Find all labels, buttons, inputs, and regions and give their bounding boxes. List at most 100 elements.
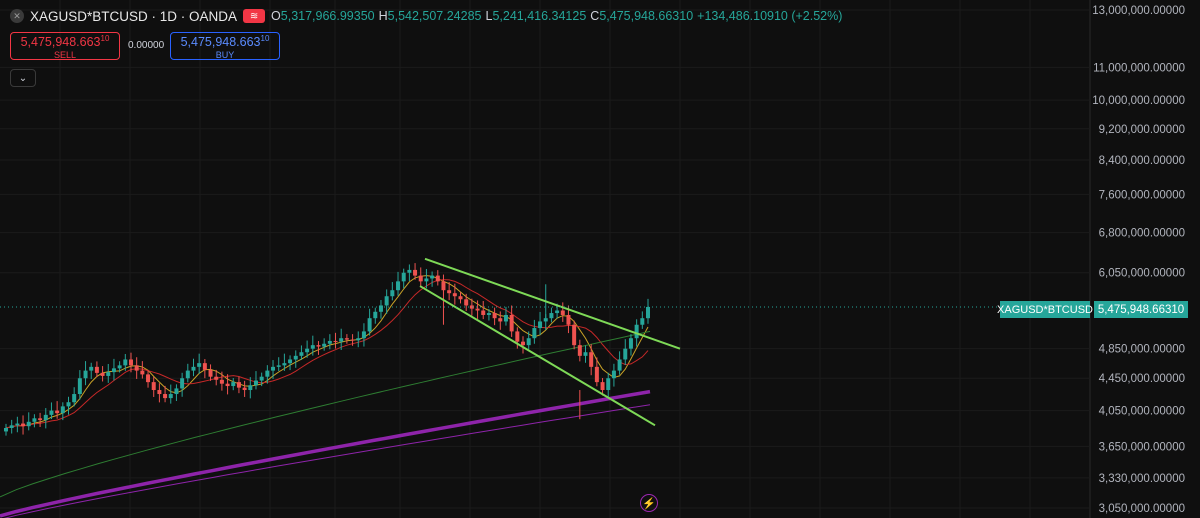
grid-lines xyxy=(0,0,1091,518)
wave-icon[interactable]: ≋ xyxy=(243,9,266,23)
candle-body xyxy=(72,394,77,403)
candle-body xyxy=(299,352,304,356)
candle-body xyxy=(577,345,582,356)
buy-label: BUY xyxy=(215,49,235,60)
candle-body xyxy=(94,366,99,373)
candle-body xyxy=(356,338,361,341)
candle-body xyxy=(231,382,236,387)
candle-body xyxy=(333,340,338,342)
candle-body xyxy=(475,308,480,311)
sell-button[interactable]: 5,475,948.66310 SELL xyxy=(10,32,120,60)
current-symbol-label: XAGUSD*BTCUSD xyxy=(997,301,1093,318)
candle-body xyxy=(271,366,276,371)
candle-body xyxy=(452,293,457,297)
symbol-title[interactable]: XAGUSD*BTCUSD · 1D · OANDA xyxy=(30,8,238,24)
chevron-down-icon[interactable]: ⌄ xyxy=(10,69,36,87)
candle-body xyxy=(316,345,321,347)
candle-body xyxy=(288,359,293,364)
y-tick-label: 8,400,000.00000 xyxy=(1099,155,1185,167)
candle-body xyxy=(282,363,287,366)
buy-button[interactable]: 5,475,948.66310 BUY xyxy=(170,32,280,60)
close-value: 5,475,948.66310 xyxy=(599,9,694,23)
candle-body xyxy=(583,352,588,356)
candle-body xyxy=(185,370,190,379)
candle-body xyxy=(140,370,145,375)
candle-body xyxy=(350,339,355,341)
candle-body xyxy=(515,331,520,342)
candle-body xyxy=(498,318,503,322)
candle-body xyxy=(640,318,645,325)
y-tick-label: 13,000,000.00000 xyxy=(1092,5,1185,17)
candle-body xyxy=(219,379,224,384)
candle-body xyxy=(486,313,491,315)
candle-body xyxy=(560,310,565,315)
ohlc-values: O5,317,966.99350 H5,542,507.24285 L5,241… xyxy=(271,9,842,23)
candle-body xyxy=(464,299,469,306)
y-tick-label: 6,050,000.00000 xyxy=(1099,268,1185,280)
candle-body xyxy=(66,402,71,407)
candle-body xyxy=(447,290,452,294)
candle-body xyxy=(344,338,349,340)
candle-body xyxy=(191,366,196,371)
candle-body xyxy=(589,352,594,367)
candle-body xyxy=(21,423,26,427)
trend-channel xyxy=(419,257,681,427)
candle-body xyxy=(128,359,133,366)
candle-body xyxy=(492,313,497,319)
candle-body xyxy=(566,314,571,325)
candle-body xyxy=(9,425,14,428)
candle-body xyxy=(202,363,207,370)
price-axis[interactable]: 13,000,000.00000 11,000,000.00000 10,000,0… xyxy=(1092,5,1185,515)
candle-body xyxy=(100,372,105,376)
y-tick-label: 3,050,000.00000 xyxy=(1099,503,1185,515)
candle-body xyxy=(367,318,372,332)
y-tick-label: 7,600,000.00000 xyxy=(1099,189,1185,201)
candle-body xyxy=(43,414,48,421)
candle-body xyxy=(236,382,241,388)
sell-price-sup: 10 xyxy=(100,34,110,44)
candle-body xyxy=(242,387,247,391)
y-tick-label: 4,450,000.00000 xyxy=(1099,373,1185,385)
candle-body xyxy=(413,269,418,276)
symbol-close-icon[interactable]: ✕ xyxy=(10,9,24,23)
y-tick-label: 6,800,000.00000 xyxy=(1099,228,1185,240)
candle-body xyxy=(265,370,270,377)
open-key: O xyxy=(271,9,281,23)
change-value: +134,486.10910 (+2.52%) xyxy=(697,9,843,23)
ma-200b-line xyxy=(3,404,651,518)
y-tick-label: 10,000,000.00000 xyxy=(1092,95,1185,107)
low-key: L xyxy=(485,9,493,23)
buy-price-sup: 10 xyxy=(260,34,270,44)
candle-body xyxy=(83,370,88,379)
candle-body xyxy=(361,331,366,339)
candle-body xyxy=(532,328,537,339)
lightning-icon[interactable]: ⚡ xyxy=(640,494,658,512)
candle-body xyxy=(214,376,219,380)
candle-body xyxy=(435,275,440,282)
candle-body xyxy=(521,341,526,346)
candle-body xyxy=(424,278,429,282)
candle-body xyxy=(401,272,406,282)
candle-body xyxy=(106,372,111,376)
candle-body xyxy=(572,324,577,346)
candle-body xyxy=(117,365,122,369)
candle-body xyxy=(623,348,628,360)
candle-body xyxy=(305,348,310,353)
spread-value: 0.00000 xyxy=(128,40,165,51)
trend-lower-line xyxy=(419,285,656,427)
candle-body xyxy=(538,321,543,329)
open-value: 5,317,966.99350 xyxy=(280,9,375,23)
buy-price: 5,475,948.663 xyxy=(180,35,261,50)
chart-legend: ✕ XAGUSD*BTCUSD · 1D · OANDA ≋ O5,317,96… xyxy=(10,7,842,25)
trend-upper-line xyxy=(424,257,681,350)
y-tick-label: 3,330,000.00000 xyxy=(1099,473,1185,485)
candle-body xyxy=(157,390,162,395)
candle-body xyxy=(418,275,423,282)
candle-body xyxy=(600,382,605,391)
ma-200-line xyxy=(0,389,651,518)
candle-body xyxy=(253,380,258,386)
candle-body xyxy=(49,410,54,415)
high-value: 5,542,507.24285 xyxy=(387,9,482,23)
candle-body xyxy=(611,370,616,379)
